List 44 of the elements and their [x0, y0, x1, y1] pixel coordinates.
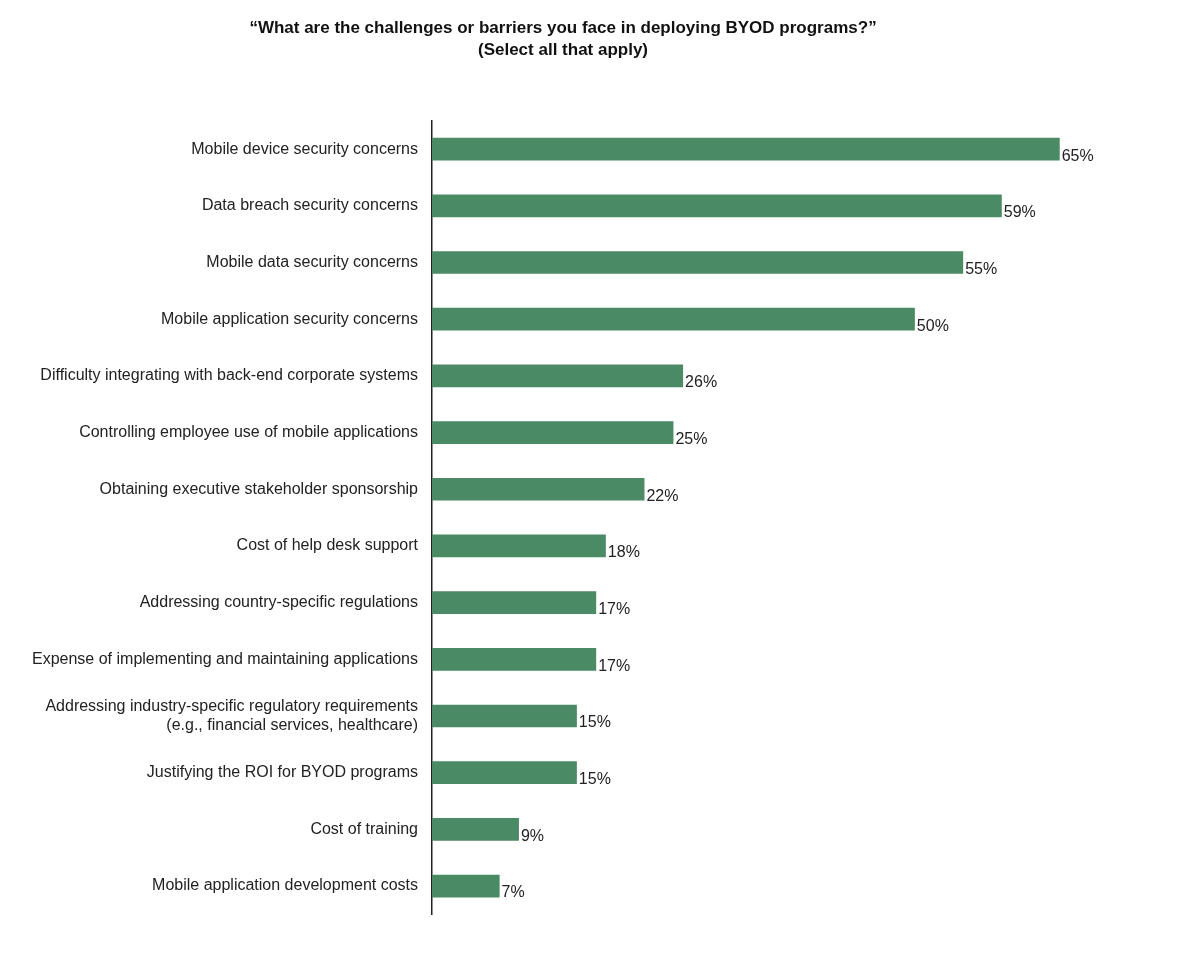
- data-label: 18%: [607, 543, 640, 561]
- bar: [432, 647, 597, 671]
- chart-title: “What are the challenges or barriers you face in deploying BYOD programs?”: [249, 17, 877, 37]
- y-tick-label: Mobile device security concerns: [191, 139, 419, 157]
- data-label: 55%: [965, 259, 998, 277]
- bar: [432, 194, 1002, 218]
- data-label: 15%: [578, 770, 611, 788]
- data-label: 25%: [675, 429, 708, 447]
- bar: [432, 364, 684, 388]
- y-tick-label: Addressing industry-specific regulatory requirements (e.g., financial services, healthcare): [45, 696, 419, 734]
- y-tick-label: Controlling employee use of mobile applications: [79, 422, 419, 440]
- y-tick-label: Expense of implementing and maintaining applications: [32, 649, 419, 667]
- data-label: 9%: [520, 826, 545, 844]
- bar: [432, 137, 1060, 161]
- y-tick-label: Obtaining executive stakeholder sponsorship: [99, 479, 419, 497]
- y-tick-label: Cost of training: [310, 819, 419, 837]
- data-label: 50%: [916, 316, 949, 334]
- bar: [432, 818, 519, 841]
- y-tick-label: Addressing country-specific regulations: [139, 593, 419, 611]
- y-tick-label: Mobile data security concerns: [206, 252, 419, 270]
- data-label: 15%: [578, 713, 611, 731]
- bar: [432, 534, 606, 558]
- data-label: 17%: [598, 656, 631, 674]
- bar: [432, 307, 915, 331]
- bar: [432, 591, 597, 614]
- data-label: 7%: [501, 883, 525, 901]
- y-tick-label: Justifying the ROI for BYOD programs: [146, 763, 419, 781]
- bar: [432, 761, 577, 785]
- y-tick-label: Difficulty integrating with back-end corporate systems: [40, 366, 419, 384]
- y-tick-label: Mobile application development costs: [152, 876, 419, 894]
- bar: [432, 704, 577, 728]
- y-tick-label: Mobile application security concerns: [161, 309, 419, 327]
- data-label: 17%: [598, 600, 631, 618]
- data-label: 26%: [685, 373, 718, 391]
- data-label: 22%: [646, 486, 679, 504]
- chart-subtitle: (Select all that apply): [477, 40, 649, 60]
- bar: [432, 874, 500, 898]
- y-tick-label: Cost of help desk support: [236, 536, 419, 554]
- data-label: 59%: [1003, 203, 1036, 221]
- data-label: 65%: [1061, 146, 1094, 164]
- bar: [432, 251, 964, 274]
- bar: [432, 421, 674, 444]
- bar: [432, 477, 645, 501]
- y-tick-label: Data breach security concerns: [201, 196, 419, 214]
